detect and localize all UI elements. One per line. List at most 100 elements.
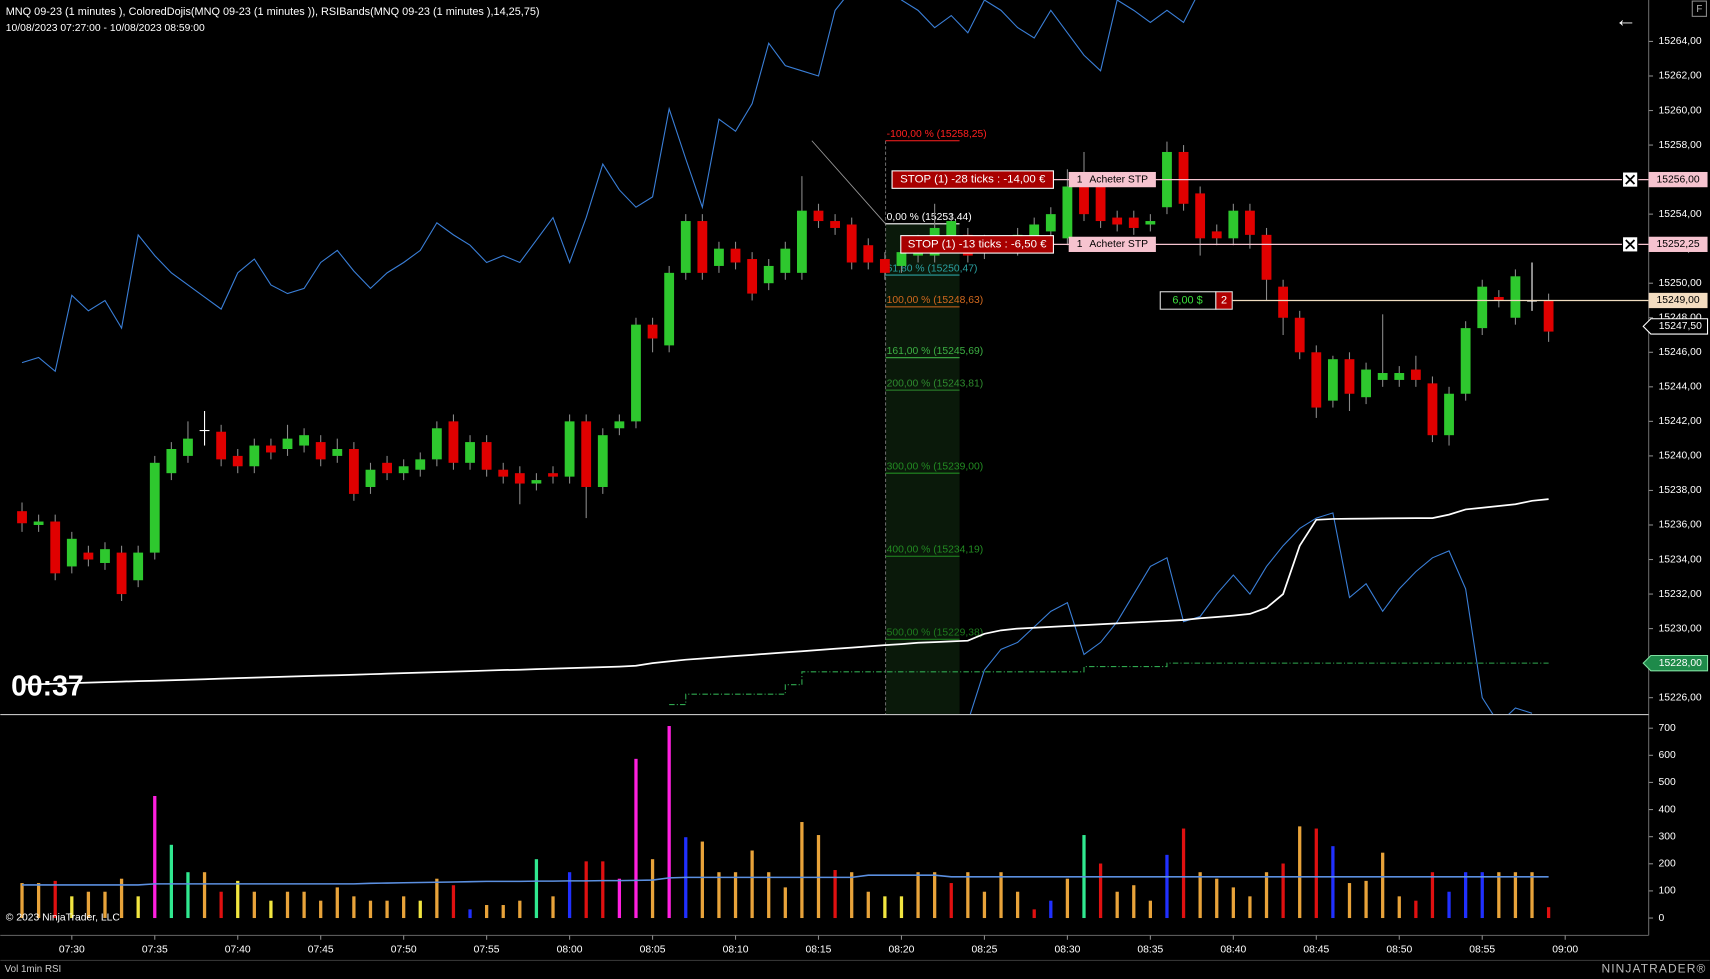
candle-body (17, 511, 27, 524)
volume-bar (899, 896, 904, 919)
volume-bar (601, 861, 605, 919)
volume-bar (750, 850, 754, 919)
fib-label: 400,00 % (15234,19) (887, 544, 984, 555)
order-stop-box[interactable] (900, 235, 1054, 254)
volume-bar (119, 878, 124, 919)
order-price-label: 15256,00 (1657, 174, 1700, 185)
candle-body (183, 438, 193, 456)
x-tick-label: 08:55 (1469, 944, 1495, 955)
position-pnl: 6,00 $ (1172, 294, 1202, 306)
y-tick-label: 15242,00 (1658, 416, 1701, 427)
x-tick-label: 08:20 (889, 944, 915, 955)
candle-body (514, 473, 525, 484)
candle-body (1045, 214, 1056, 232)
volume-bar (551, 896, 555, 919)
volume-bar (1414, 900, 1418, 919)
position-price-label: 15249,00 (1657, 295, 1700, 306)
candle-body (149, 462, 160, 553)
volume-bar (1480, 872, 1484, 919)
order-cancel-icon[interactable] (1625, 239, 1636, 250)
volume-bar (1148, 900, 1153, 919)
indicator-line (969, 512, 1533, 715)
candle-body (1477, 286, 1488, 329)
candle-body (266, 445, 276, 453)
candle-body (1062, 186, 1073, 239)
order-action-box[interactable] (1068, 236, 1156, 252)
volume-bar (236, 880, 240, 919)
y-tick-label: 15262,00 (1658, 71, 1701, 82)
candle-body (50, 521, 61, 574)
candle-body (730, 248, 741, 263)
volume-bar (202, 872, 207, 919)
marker-price-box (1642, 654, 1709, 672)
volume-bar (1281, 863, 1285, 919)
x-tick-label: 08:45 (1303, 944, 1329, 955)
order-stop-box[interactable] (891, 170, 1054, 189)
volume-tick-label: 0 (1658, 913, 1664, 924)
volume-bar (866, 891, 870, 919)
x-tick-label: 08:35 (1137, 944, 1163, 955)
volume-bar (800, 822, 804, 919)
volume-tick-label: 600 (1658, 750, 1676, 761)
volume-bar (418, 900, 422, 919)
candle-body (116, 552, 127, 595)
volume-bar (1513, 872, 1518, 919)
candle-body (1427, 383, 1438, 436)
candle-body (946, 221, 957, 242)
fib-label: 161,00 % (15245,69) (887, 346, 984, 357)
candle-body (581, 421, 592, 487)
candle-body (1278, 286, 1289, 318)
side-button[interactable]: F (1696, 4, 1702, 15)
volume-bar (933, 872, 937, 919)
candle-body (879, 259, 890, 273)
candle-body (1493, 297, 1504, 301)
volume-bar (451, 885, 456, 919)
candle-body (299, 435, 310, 446)
candle-body (631, 324, 641, 422)
candle-body (1145, 221, 1156, 225)
x-tick-label: 08:15 (806, 944, 832, 955)
volume-bar (1364, 880, 1368, 919)
candle-body (797, 210, 807, 273)
volume-bar (1464, 872, 1468, 919)
volume-bar (518, 900, 522, 919)
candle-body (1294, 317, 1305, 353)
volume-average (22, 874, 1549, 886)
volume-tick-label: 300 (1658, 831, 1676, 842)
x-tick-label: 08:00 (557, 944, 583, 955)
x-tick-label: 07:50 (391, 944, 417, 955)
volume-bar (468, 909, 472, 919)
order-price-box (1648, 236, 1708, 252)
volume-bar (1546, 907, 1551, 919)
volume-bar (1381, 852, 1385, 919)
side-button-frame[interactable] (1691, 0, 1707, 17)
fib-label: 0,00 % (15253,44) (887, 212, 972, 223)
candle-body (1460, 328, 1471, 394)
candle-body (1228, 210, 1239, 239)
volume-bar (1231, 887, 1235, 919)
candle-body (548, 473, 558, 477)
volume-bar (153, 795, 157, 919)
volume-bar (302, 891, 306, 919)
fib-label: 61,80 % (15250,47) (887, 263, 978, 274)
candle-body (33, 521, 44, 525)
volume-bar (949, 883, 953, 919)
volume-bar (1497, 872, 1501, 919)
fib-label: 300,00 % (15239,00) (887, 461, 984, 472)
order-price-box (1648, 171, 1708, 188)
order-qty: 1 (1077, 174, 1083, 185)
position-price-box (1648, 292, 1708, 309)
candle-body (780, 248, 791, 273)
position-qty-box[interactable] (1215, 291, 1233, 310)
volume-bar (982, 891, 987, 919)
order-cancel-icon[interactable] (1625, 174, 1636, 185)
candle-body (1311, 352, 1322, 408)
volume-bar (1331, 846, 1335, 919)
back-button[interactable]: ← (1615, 6, 1637, 31)
candle-body (1245, 210, 1255, 235)
volume-bar (1115, 891, 1119, 919)
order-price-label: 15252,25 (1657, 239, 1700, 250)
volume-tick-label: 100 (1658, 886, 1676, 897)
order-action-box[interactable] (1068, 171, 1156, 188)
